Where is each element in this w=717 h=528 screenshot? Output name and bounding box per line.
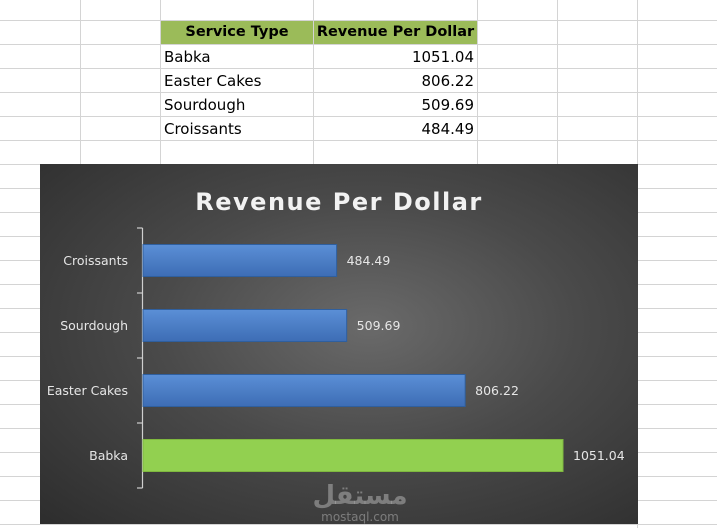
cell-value-croissants[interactable]: 484.49 — [421, 120, 475, 138]
chart-title: Revenue Per Dollar — [195, 188, 483, 216]
header-revenue-per-dollar[interactable]: Revenue Per Dollar — [314, 21, 477, 44]
header-service-type[interactable]: Service Type — [161, 21, 313, 44]
data-label-babka: 1051.04 — [573, 448, 625, 463]
cell-value-babka[interactable]: 1051.04 — [411, 48, 474, 66]
chart-plot-area: Croissants 484.49 Sourdough 509.69 Easter Ca… — [47, 227, 625, 489]
bar-babka[interactable] — [142, 439, 564, 472]
data-label-sourdough: 509.69 — [357, 318, 401, 333]
category-label-sourdough: Sourdough — [60, 318, 128, 333]
cell-service-easter-cakes[interactable]: Easter Cakes — [164, 72, 262, 90]
category-label-easter-cakes: Easter Cakes — [47, 383, 128, 398]
data-label-croissants: 484.49 — [347, 253, 391, 268]
watermark-latin: mostaql.com — [321, 510, 399, 524]
category-label-croissants: Croissants — [63, 253, 128, 268]
bar-croissants[interactable] — [142, 244, 338, 277]
cell-service-babka[interactable]: Babka — [164, 48, 211, 66]
cell-service-croissants[interactable]: Croissants — [164, 120, 242, 138]
bar-sourdough[interactable] — [142, 309, 348, 342]
cell-value-easter-cakes[interactable]: 806.22 — [421, 72, 475, 90]
watermark-logo: مستقل mostaql.com — [310, 482, 410, 524]
watermark-arabic: مستقل — [312, 481, 408, 511]
bar-easter-cakes[interactable] — [142, 374, 466, 407]
data-label-easter-cakes: 806.22 — [475, 383, 519, 398]
cell-value-sourdough[interactable]: 509.69 — [421, 96, 475, 114]
category-label-babka: Babka — [89, 448, 128, 463]
cell-service-sourdough[interactable]: Sourdough — [164, 96, 246, 114]
revenue-bar-chart[interactable]: Revenue Per Dollar Croissants 484.49 Sourd… — [40, 164, 638, 524]
